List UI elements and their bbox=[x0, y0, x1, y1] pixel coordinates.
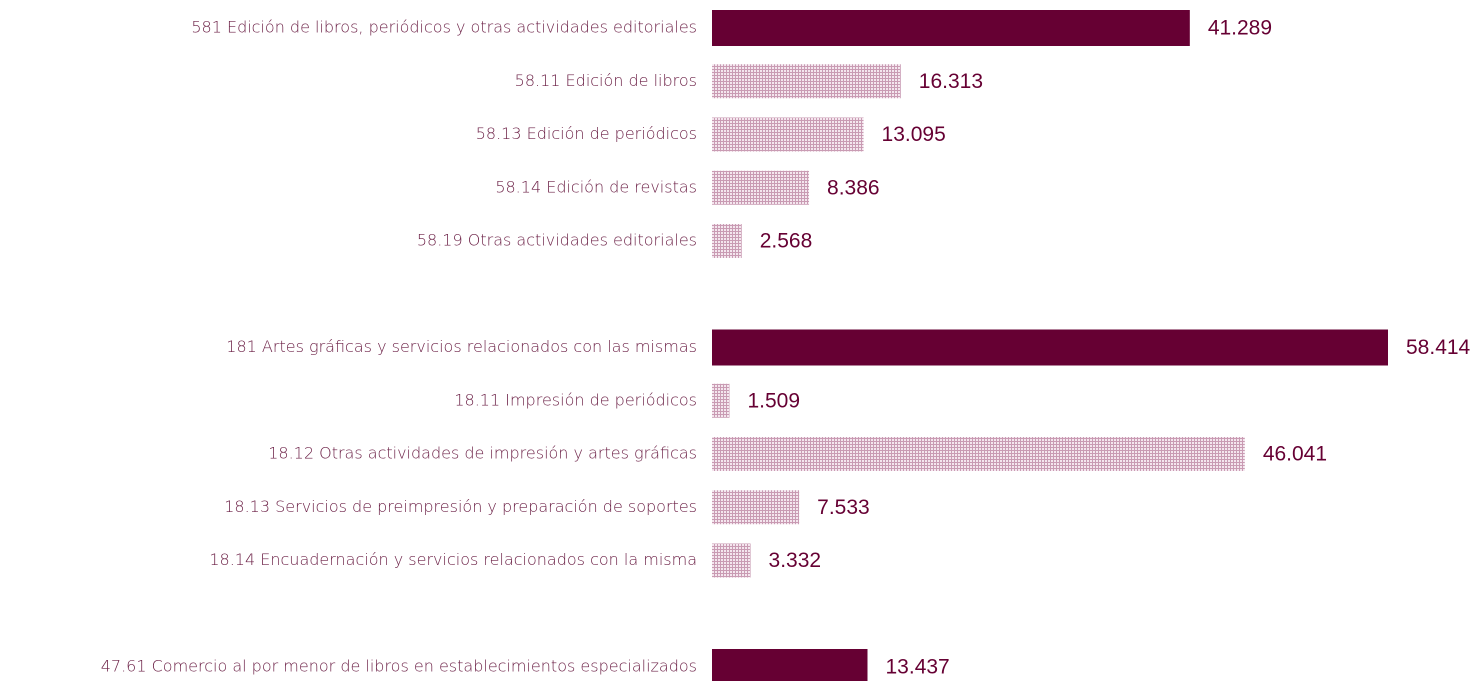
bar bbox=[712, 543, 751, 578]
value-label: 58.414 bbox=[1406, 336, 1471, 359]
value-label: 2.568 bbox=[760, 230, 813, 253]
category-label: 47.61 Comercio al por menor de libros en… bbox=[101, 657, 697, 676]
value-label: 13.095 bbox=[882, 123, 946, 146]
value-label: 46.041 bbox=[1263, 443, 1327, 466]
category-label: 58.11 Edición de libros bbox=[515, 71, 697, 90]
value-label: 41.289 bbox=[1208, 17, 1272, 40]
category-label: 58.14 Edición de revistas bbox=[495, 177, 697, 196]
bar bbox=[712, 490, 800, 525]
category-label: 181 Artes gráficas y servicios relaciona… bbox=[226, 337, 697, 356]
bar bbox=[712, 649, 868, 681]
category-label: 58.19 Otras actividades editoriales bbox=[417, 231, 697, 250]
bar bbox=[712, 224, 742, 258]
value-label: 7.533 bbox=[817, 496, 870, 519]
value-label: 13.437 bbox=[886, 656, 950, 679]
value-label: 16.313 bbox=[919, 70, 983, 93]
bar bbox=[712, 383, 730, 418]
category-label: 58.13 Edición de periódicos bbox=[476, 124, 697, 143]
category-label: 581 Edición de libros, periódicos y otra… bbox=[191, 18, 697, 37]
category-label: 18.14 Encuadernación y servicios relacio… bbox=[209, 550, 697, 569]
value-label: 1.509 bbox=[747, 389, 800, 412]
bar bbox=[712, 64, 901, 99]
value-label: 3.332 bbox=[769, 549, 822, 572]
category-label: 18.11 Impresión de periódicos bbox=[454, 390, 697, 409]
category-label: 18.13 Servicios de preimpresión y prepar… bbox=[224, 497, 697, 516]
value-label: 8.386 bbox=[827, 176, 880, 199]
bar bbox=[712, 329, 1388, 366]
bar bbox=[712, 437, 1245, 471]
bar bbox=[712, 170, 810, 205]
category-label: 18.12 Otras actividades de impresión y a… bbox=[268, 444, 697, 463]
bar bbox=[712, 10, 1190, 46]
bar bbox=[712, 117, 864, 152]
